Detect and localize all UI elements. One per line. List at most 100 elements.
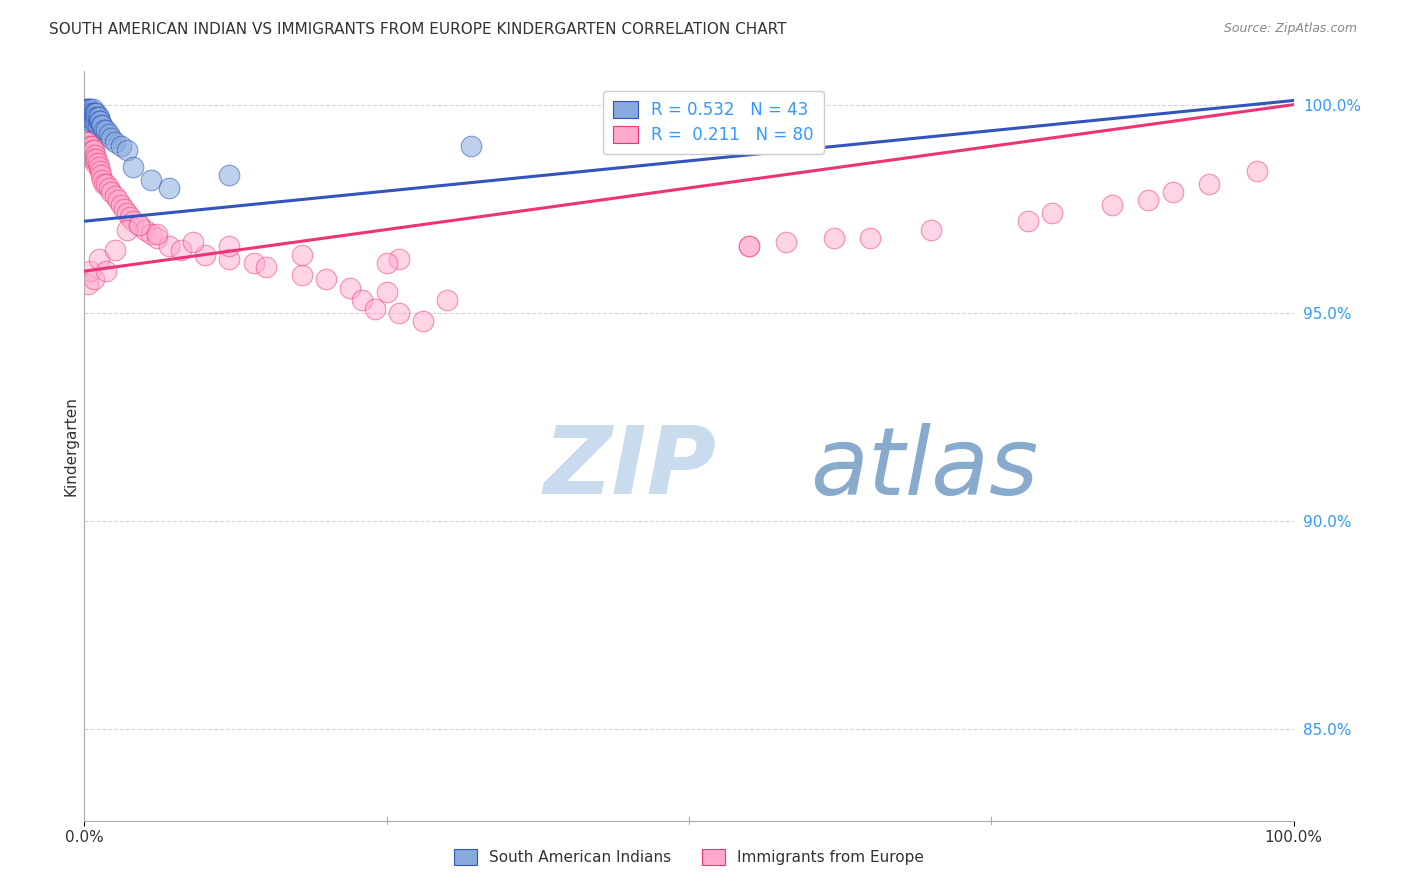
Point (94, 177, 117, 191)
Point (146, 227, 169, 241)
Point (738, 239, 761, 253)
Point (82, 102, 104, 116)
Point (1137, 194, 1160, 208)
Point (375, 256, 398, 270)
Point (170, 244, 193, 258)
Point (1101, 197, 1123, 211)
Point (1161, 185, 1184, 199)
Point (76, 106, 98, 120)
Point (83, 152, 105, 166)
Point (128, 219, 150, 233)
Point (1017, 214, 1039, 228)
Point (436, 293, 458, 308)
Point (218, 169, 240, 183)
Point (115, 222, 138, 236)
Point (90, 169, 112, 183)
Point (89, 164, 111, 178)
Point (107, 194, 129, 208)
Point (79, 114, 101, 128)
Point (157, 239, 180, 253)
Point (80, 147, 103, 161)
Point (93, 177, 115, 191)
Point (97, 181, 120, 195)
Point (82, 152, 104, 166)
Point (146, 231, 169, 245)
Point (859, 231, 882, 245)
Point (181, 235, 204, 249)
Point (291, 268, 314, 283)
Point (93, 122, 115, 136)
Point (139, 172, 162, 186)
Point (100, 131, 122, 145)
Point (83, 144, 105, 158)
Point (77, 135, 100, 149)
Point (82, 106, 104, 120)
Point (75, 106, 97, 120)
Point (79, 264, 101, 278)
Point (157, 181, 180, 195)
Point (80, 106, 103, 120)
Point (115, 206, 138, 220)
Point (1198, 177, 1220, 191)
Point (89, 114, 111, 128)
Point (242, 256, 264, 270)
Point (77, 106, 100, 120)
Point (388, 252, 411, 266)
Point (83, 272, 105, 286)
Point (94, 122, 117, 136)
Point (104, 244, 127, 258)
Point (86, 152, 108, 166)
Point (388, 306, 411, 320)
Point (91, 119, 114, 133)
Point (121, 214, 143, 228)
Point (79, 102, 101, 116)
Point (218, 239, 240, 253)
Point (110, 139, 132, 153)
Point (83, 106, 105, 120)
Y-axis label: Kindergarten: Kindergarten (63, 396, 79, 496)
Point (134, 222, 156, 236)
Point (460, 139, 482, 153)
Point (194, 247, 217, 261)
Point (77, 277, 100, 291)
Point (82, 114, 104, 128)
Point (84, 114, 107, 128)
Point (352, 293, 374, 308)
Point (254, 260, 277, 274)
Point (75, 102, 97, 116)
Point (139, 227, 162, 241)
Point (80, 110, 103, 124)
Point (291, 247, 314, 261)
Point (77, 102, 100, 116)
Point (1246, 164, 1268, 178)
Point (77, 144, 100, 158)
Point (87, 252, 110, 266)
Text: Source: ZipAtlas.com: Source: ZipAtlas.com (1223, 22, 1357, 36)
Point (80, 139, 103, 153)
Point (86, 119, 108, 133)
Text: ZIP: ZIP (544, 423, 717, 515)
Text: SOUTH AMERICAN INDIAN VS IMMIGRANTS FROM EUROPE KINDERGARTEN CORRELATION CHART: SOUTH AMERICAN INDIAN VS IMMIGRANTS FROM… (49, 22, 787, 37)
Legend: South American Indians, Immigrants from Europe: South American Indians, Immigrants from … (446, 842, 932, 873)
Point (920, 222, 942, 236)
Point (77, 102, 100, 116)
Point (115, 144, 138, 158)
Point (94, 264, 117, 278)
Point (76, 131, 98, 145)
Point (84, 156, 107, 170)
Point (112, 202, 135, 216)
Point (363, 301, 385, 316)
Point (77, 110, 100, 124)
Point (83, 110, 105, 124)
Point (339, 281, 361, 295)
Point (90, 119, 112, 133)
Point (84, 147, 107, 161)
Point (121, 160, 143, 174)
Point (110, 197, 132, 211)
Point (75, 127, 97, 141)
Point (87, 114, 110, 128)
Point (91, 172, 114, 186)
Point (97, 127, 120, 141)
Point (738, 239, 761, 253)
Point (76, 102, 98, 116)
